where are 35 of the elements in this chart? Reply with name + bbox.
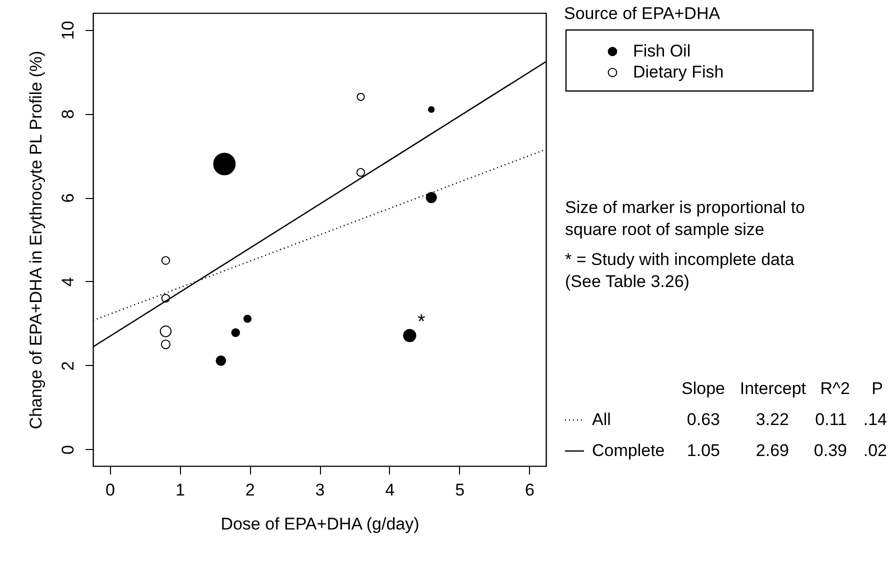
x-tick-label: 1 [175, 480, 185, 500]
x-axis-title: Dose of EPA+DHA (g/day) [220, 514, 420, 534]
y-axis-title: Change of EPA+DHA in Erythrocyte PL Profile (%) [26, 50, 46, 430]
y-tick-label: 4 [58, 277, 78, 287]
text: 3.22 [756, 410, 789, 429]
x-tick-label: 0 [106, 480, 116, 500]
text: * = Study with incomplete data (See Table 3.26) [565, 250, 795, 291]
annotation: * [417, 310, 426, 333]
text: .14 [863, 410, 887, 429]
text: 0.63 [686, 410, 720, 429]
y-tick-label: 0 [58, 444, 78, 454]
text: Slope [682, 379, 725, 398]
x-tick-label: 3 [315, 480, 325, 500]
text: R^2 [820, 379, 850, 398]
x-tick-label: 4 [385, 480, 395, 500]
y-tick-label: 2 [58, 361, 78, 371]
text: P [872, 379, 883, 398]
text: 1.05 [686, 441, 720, 460]
x-tick-label: 5 [455, 480, 465, 500]
text: Size of marker is proportional to square root of sample size [565, 198, 805, 239]
text: Intercept [740, 379, 806, 398]
legend-label: All [592, 410, 611, 429]
legend-label: Complete [592, 441, 665, 460]
x-tick-label: 6 [524, 480, 534, 500]
y-tick-label: 10 [58, 20, 78, 40]
legend-label: Fish Oil [633, 42, 691, 60]
y-tick-label: 6 [58, 193, 78, 203]
text: .02 [863, 441, 887, 460]
legend-label: Dietary Fish [633, 62, 724, 82]
legend-title: Source of EPA+DHA [564, 4, 721, 23]
text: 0.11 [815, 410, 847, 429]
text: 2.69 [756, 441, 789, 460]
y-tick-label: 8 [58, 109, 78, 119]
x-tick-label: 2 [245, 480, 255, 500]
text: 0.39 [814, 441, 847, 460]
